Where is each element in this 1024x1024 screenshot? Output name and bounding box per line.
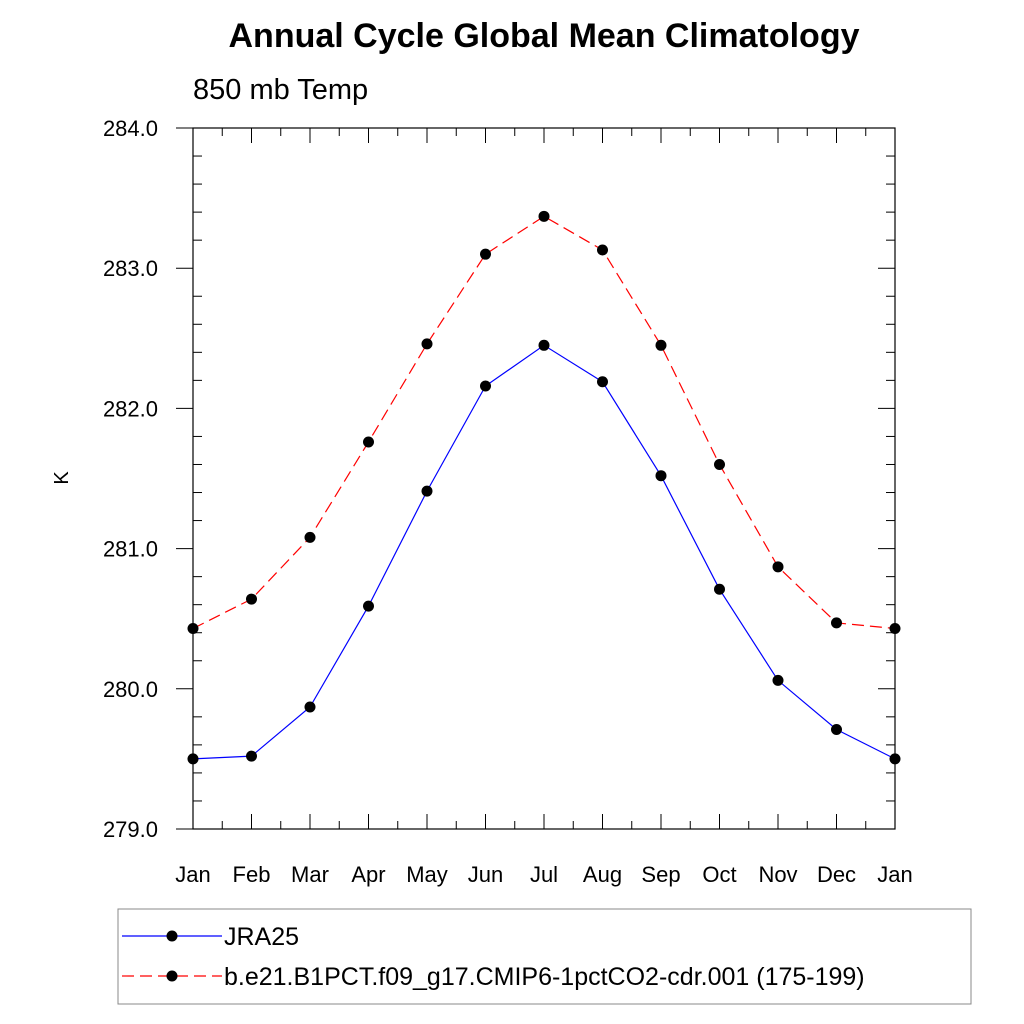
legend-marker-1	[166, 930, 178, 942]
axes: Jan Feb Mar Apr May Jun Jul Aug Sep Oct Nov Dec Jan 2…	[103, 116, 913, 887]
data-point	[187, 623, 199, 635]
x-tick-label: Feb	[233, 862, 271, 887]
x-tick-label: Oct	[702, 862, 736, 887]
data-point	[714, 458, 725, 470]
y-tick-label: 281.0	[103, 537, 158, 562]
x-tick-label: Apr	[351, 862, 385, 887]
data-point	[304, 701, 316, 713]
data-point	[772, 561, 784, 573]
y-tick-label: 280.0	[103, 677, 158, 702]
data-point	[421, 338, 433, 350]
legend-box	[117, 908, 972, 1005]
data-point	[714, 583, 725, 595]
data-point	[889, 623, 901, 635]
plot-frame	[192, 127, 896, 830]
data-point	[363, 436, 374, 448]
x-tick-label: Jul	[530, 862, 558, 887]
y-tick-label: 282.0	[103, 396, 158, 421]
data-point	[889, 753, 901, 765]
y-tick-label: 284.0	[103, 116, 158, 141]
data-point	[480, 248, 491, 260]
data-point	[655, 470, 667, 482]
chart-subtitle: 850 mb Temp	[193, 74, 368, 106]
data-point	[597, 244, 608, 256]
series-line-2	[192, 215, 896, 630]
data-point	[831, 723, 842, 735]
x-tick-label: Dec	[817, 862, 856, 887]
legend-label-2: b.e21.B1PCT.f09_g17.CMIP6-1pctCO2-cdr.00…	[224, 963, 865, 991]
y-axis-label: K	[51, 471, 73, 485]
data-point	[187, 753, 199, 765]
data-point	[246, 750, 257, 762]
series-layer	[187, 210, 901, 765]
series-line-1	[192, 344, 896, 760]
legend: JRA25 b.e21.B1PCT.f09_g17.CMIP6-1pctCO2-c…	[117, 908, 972, 1005]
data-point	[421, 485, 433, 497]
data-point	[246, 593, 257, 605]
x-tick-label: Jun	[468, 862, 503, 887]
data-point	[831, 617, 842, 629]
legend-marker-2	[166, 970, 178, 982]
x-tick-label: Mar	[291, 862, 329, 887]
x-tick-label: Nov	[758, 862, 797, 887]
data-point	[538, 339, 550, 351]
data-point	[538, 210, 550, 222]
x-tick-label: Jan	[175, 862, 210, 887]
x-tick-label: May	[406, 862, 448, 887]
x-tick-label: Sep	[641, 862, 680, 887]
legend-label-1: JRA25	[224, 923, 299, 951]
y-tick-label: 279.0	[103, 817, 158, 842]
data-point	[480, 380, 491, 392]
data-point	[655, 339, 667, 351]
data-point	[363, 600, 374, 612]
y-tick-label: 283.0	[103, 256, 158, 281]
x-tick-label: Jan	[877, 862, 912, 887]
data-point	[597, 376, 608, 388]
x-tick-label: Aug	[583, 862, 622, 887]
data-point	[304, 531, 316, 543]
data-point	[772, 674, 784, 686]
chart-title: Annual Cycle Global Mean Climatology	[229, 17, 860, 55]
